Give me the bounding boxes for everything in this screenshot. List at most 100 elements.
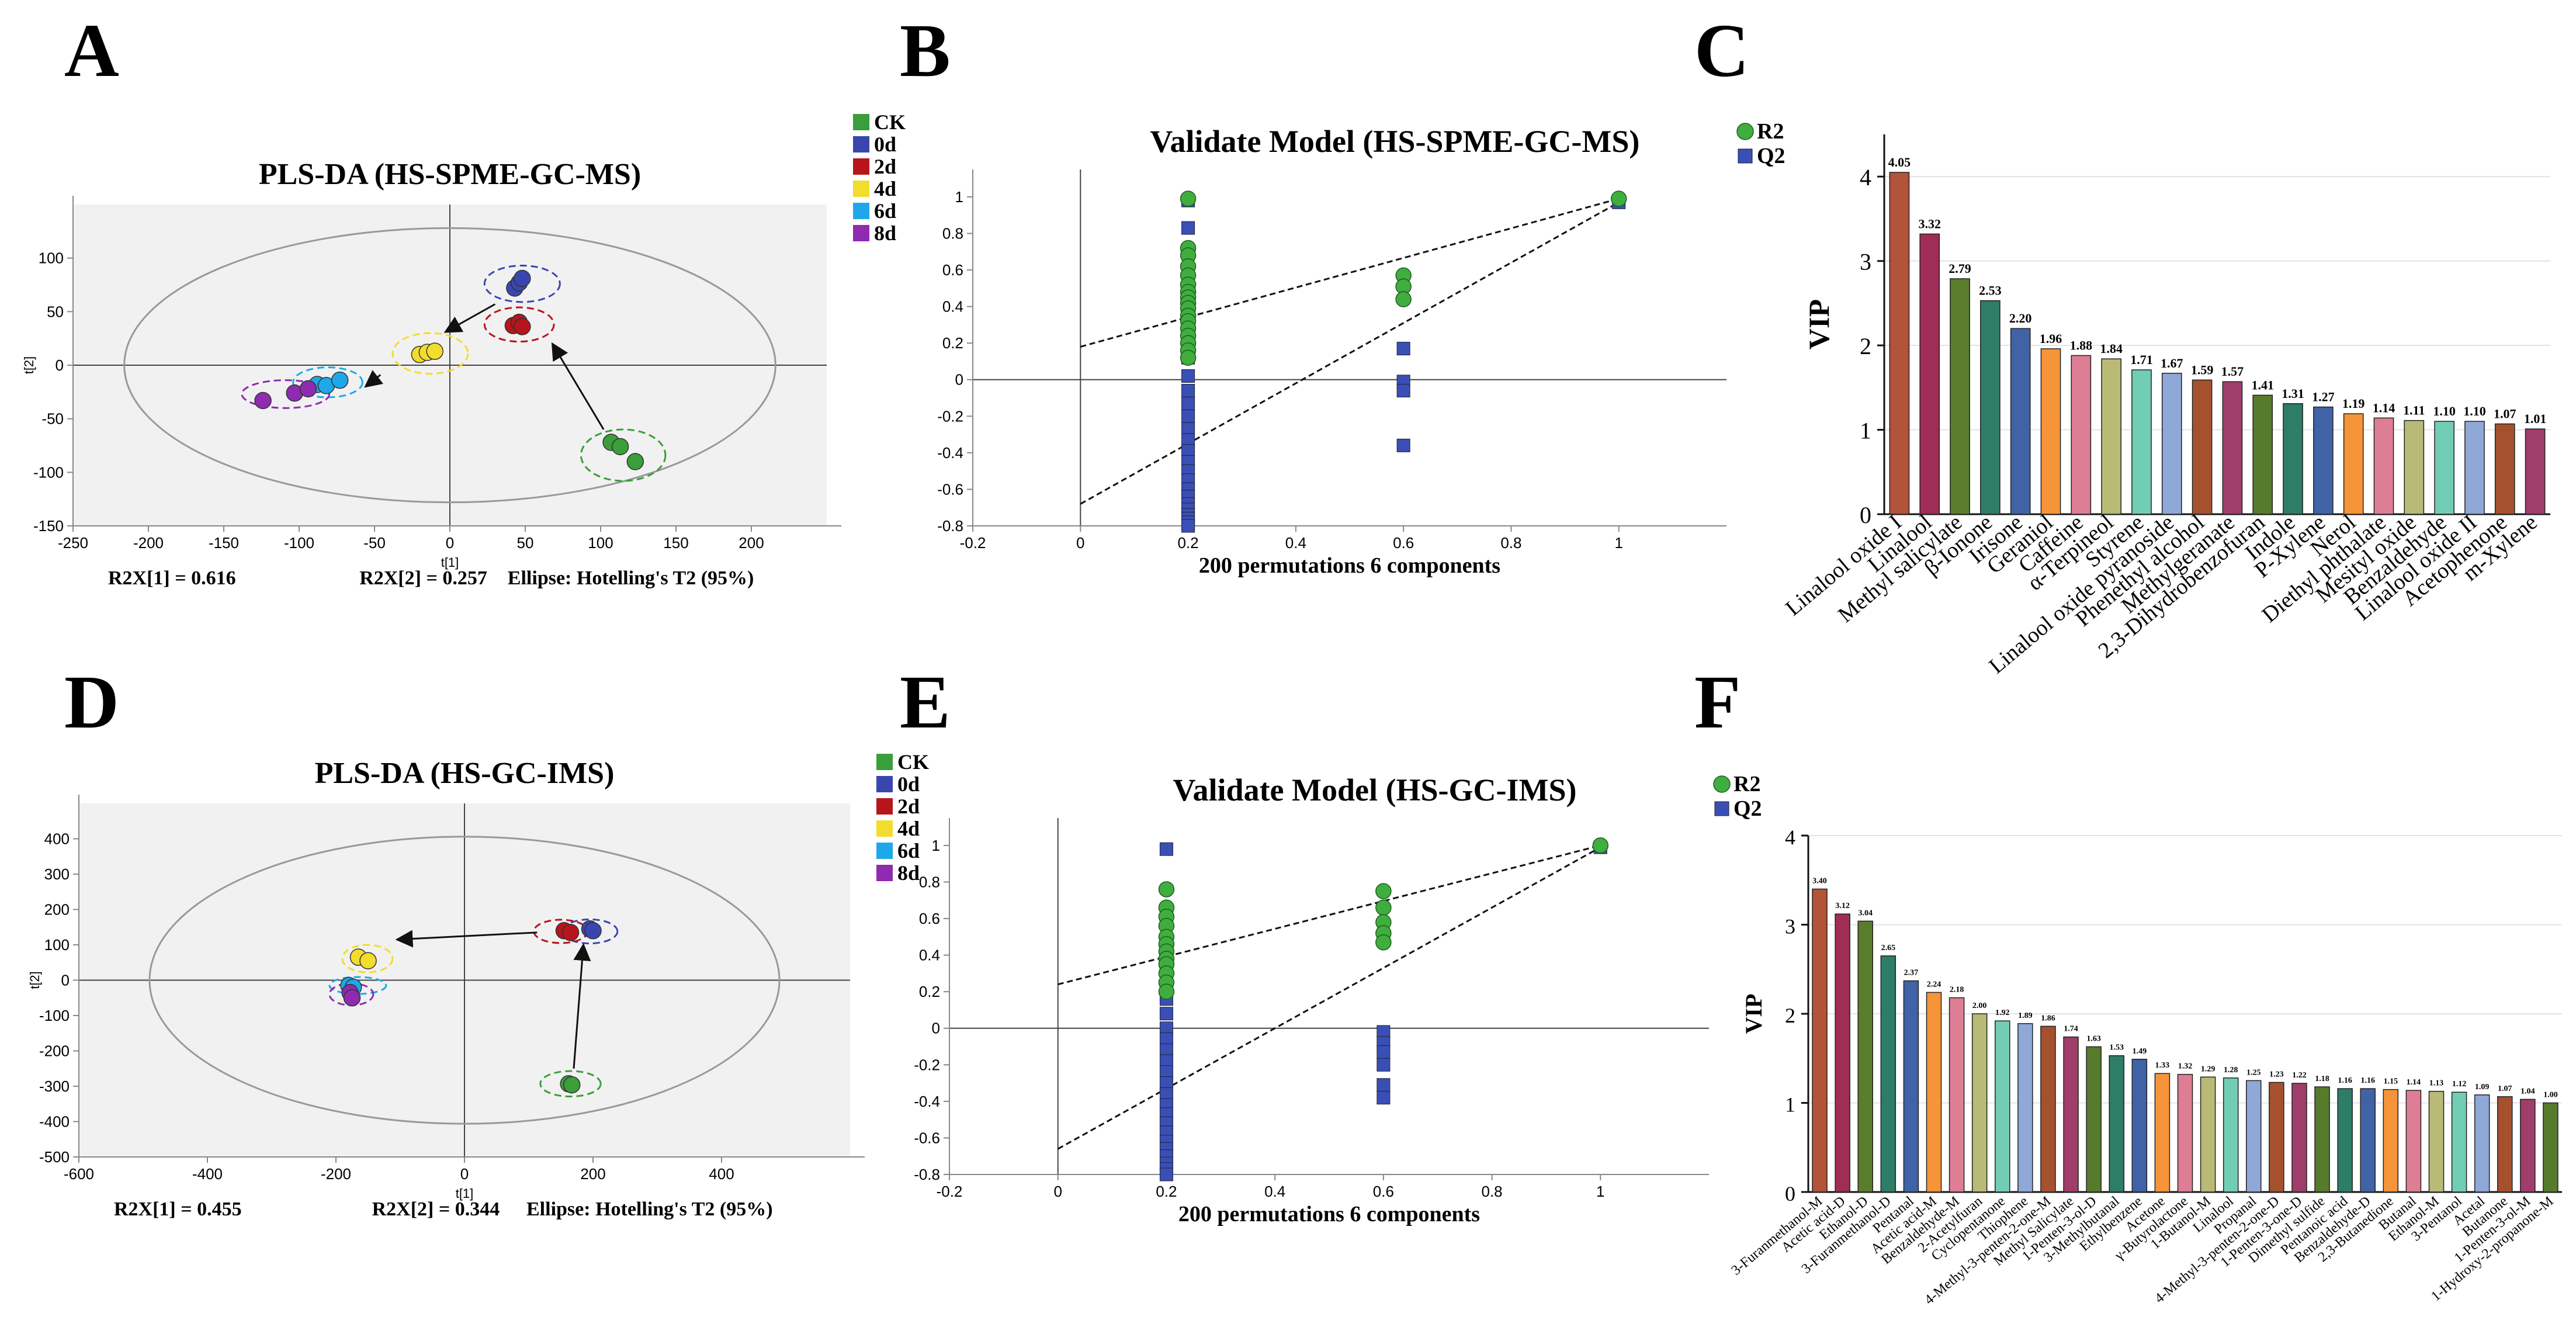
q2-point <box>1377 1045 1391 1059</box>
bar-value-label: 1.92 <box>1995 1009 2010 1017</box>
trend-arrow <box>573 943 591 1069</box>
bar-value-label: 1.67 <box>2161 356 2183 370</box>
r2-point <box>1395 291 1412 307</box>
point-ck <box>626 453 644 470</box>
x-tick-label: -50 <box>363 534 386 552</box>
y-tick-label: 200 <box>44 901 70 919</box>
q2-point <box>1181 519 1195 533</box>
bar <box>1812 888 1828 1193</box>
bar <box>2252 394 2273 515</box>
x-tick-label: 200 <box>739 534 764 552</box>
bar-value-label: 1.84 <box>2100 341 2123 356</box>
point-ck <box>563 1076 581 1094</box>
point-4d <box>426 342 443 360</box>
bar <box>2283 403 2303 515</box>
bar <box>1835 913 1850 1193</box>
legend-swatch-0d <box>876 776 893 792</box>
group-ellipse-4d <box>391 332 469 375</box>
bar-value-label: 1.22 <box>2292 1071 2307 1080</box>
y-tick-label: -0.6 <box>937 480 963 498</box>
trend-arrow <box>551 342 605 430</box>
bar <box>2291 1083 2307 1193</box>
bar <box>2192 379 2213 515</box>
y-tick-label: -0.2 <box>914 1056 940 1073</box>
panel-b-validate-chart: Validate Model (HS-SPME-GC-MS) -0.2 0 0.2 0.… <box>937 124 1726 578</box>
y-tick-label: -0.6 <box>914 1129 940 1146</box>
group-ellipse-2d <box>483 306 555 343</box>
bar <box>2071 355 2092 515</box>
legend-r2-label: R2 <box>1733 772 1760 796</box>
point-0d <box>514 269 531 287</box>
q2-point <box>1396 384 1410 398</box>
y-tick-label: 0.4 <box>942 298 963 316</box>
y-tick-label: 3 <box>1860 249 1871 275</box>
legend-swatch-ck <box>876 754 893 770</box>
point-ck <box>611 438 629 456</box>
bar <box>2497 1096 2513 1193</box>
y-tick-label: 0.2 <box>919 983 940 1000</box>
y-tick-label: 3 <box>1785 915 1795 938</box>
bar-value-label: 1.19 <box>2342 396 2365 411</box>
bar-value-label: 1.01 <box>2524 411 2547 426</box>
r2-point <box>1375 934 1392 951</box>
y-tick-label: -0.8 <box>937 517 963 535</box>
bar-value-label: 1.33 <box>2155 1061 2170 1070</box>
bar <box>2177 1073 2193 1193</box>
r2-point <box>1180 190 1197 207</box>
regression-line-r2 <box>1058 844 1601 986</box>
bar-value-label: 2.79 <box>1949 261 1971 276</box>
x-axis-label: t[1] <box>441 555 459 570</box>
x-tick-label: 400 <box>709 1165 734 1183</box>
bar-value-label: 1.49 <box>2133 1047 2147 1056</box>
bar-value-label: 1.07 <box>2494 406 2516 421</box>
bar <box>2222 381 2243 515</box>
bar <box>2040 348 2061 515</box>
legend-swatch-0d <box>853 136 869 153</box>
bar <box>2474 1094 2490 1193</box>
panel-d-plsda-chart: PLS-DA (HS-GC-IMS) -600 -400 -200 0 200 400 -50… <box>27 750 929 1220</box>
bar <box>1980 300 2001 515</box>
bar <box>2494 423 2515 515</box>
bar <box>2010 328 2031 515</box>
bar-value-label: 1.18 <box>2315 1075 2329 1083</box>
bar <box>2360 1088 2376 1193</box>
legend-q2-label: Q2 <box>1757 144 1785 168</box>
legend-swatch-4d <box>876 820 893 837</box>
x-tick-label: 0.8 <box>1481 1183 1502 1200</box>
panel-letter-f: F <box>1694 660 1741 744</box>
x-tick-label: 0.6 <box>1393 534 1414 552</box>
panel-e-validate-chart: Validate Model (HS-GC-IMS) -0.2 0 0.2 0.4 0.6… <box>914 772 1709 1226</box>
bar <box>2404 420 2425 515</box>
r2-point <box>1610 190 1627 207</box>
x-tick-label: 0.2 <box>1156 1183 1177 1200</box>
bar-value-label: 1.09 <box>2475 1083 2490 1091</box>
bar-value-label: 1.12 <box>2452 1080 2467 1089</box>
q2-point <box>1159 1167 1173 1181</box>
bar-value-label: 1.11 <box>2403 403 2425 418</box>
panel-letter-e: E <box>900 660 951 744</box>
bar-value-label: 2.20 <box>2009 311 2032 325</box>
panel-letter-a: A <box>64 9 119 93</box>
group-ellipse-4d <box>341 944 394 973</box>
legend-swatch-4d <box>853 181 869 197</box>
y-tick-label: -400 <box>39 1113 70 1131</box>
bar-value-label: 3.32 <box>1918 216 1941 231</box>
bar <box>2428 1090 2445 1193</box>
y-tick-label: 400 <box>44 830 70 848</box>
bar <box>2269 1082 2284 1193</box>
legend-label-4d: 4d <box>897 817 920 840</box>
bar <box>2313 406 2334 515</box>
bar-value-label: 1.14 <box>2373 400 2395 415</box>
bar <box>2200 1076 2216 1193</box>
x-axis-label: 200 permutations 6 components <box>1199 553 1500 578</box>
x-tick-label: -200 <box>133 534 164 552</box>
q2-point <box>1181 409 1195 423</box>
group-ellipse-6d <box>328 976 387 995</box>
hotelling-annotation: Ellipse: Hotelling's T2 (95%) <box>508 567 754 589</box>
bar <box>2086 1046 2102 1193</box>
y-tick-label: 0.8 <box>919 873 940 890</box>
bar-value-label: 1.28 <box>2224 1066 2238 1075</box>
y-axis-label: VIP <box>1802 299 1835 349</box>
hotelling-ellipse <box>123 227 776 504</box>
